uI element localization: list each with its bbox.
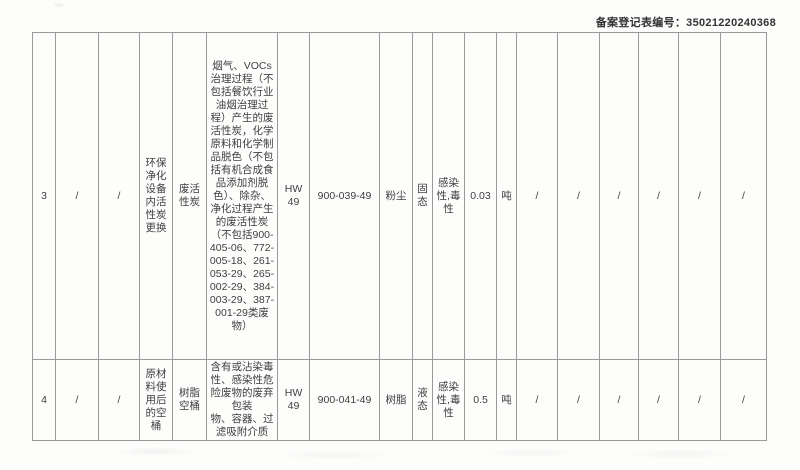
table-row: 4 / / 原材料使用后的空桶 树脂空桶 含有或沾染毒性、感染性危险废物的废弃包… [32, 359, 767, 441]
cell-slash: / [557, 359, 600, 441]
filing-number: 备案登记表编号：35021220240368 [595, 17, 776, 29]
cell-process-name: 环保净化设备内活性炭更换 [139, 32, 173, 360]
cell-slash: / [678, 32, 721, 360]
cell-physical-form: 液态 [412, 359, 433, 441]
cell-quantity: 0.03 [464, 32, 497, 360]
cell-slash: / [98, 359, 140, 441]
cell-waste-description: 烟气、VOCs治理过程（不包括餐饮行业油烟治理过程）产生的废活性炭，化学原料和化… [206, 32, 278, 360]
cell-hazard-characteristics: 感染性,毒性 [432, 32, 465, 360]
cell-process-name: 原材料使用后的空桶 [139, 359, 173, 441]
scan-artifact [20, 442, 770, 466]
table-row: 3 / / 环保净化设备内活性炭更换 废活性炭 烟气、VOCs治理过程（不包括餐… [32, 32, 767, 360]
cell-slash: / [98, 32, 140, 360]
cell-unit: 吨 [496, 32, 517, 360]
cell-serial-number: 3 [32, 32, 56, 360]
cell-slash: / [678, 359, 721, 441]
cell-slash: / [720, 32, 767, 360]
cell-slash: / [516, 32, 558, 360]
cell-slash: / [55, 32, 99, 360]
hazardous-waste-table: 3 / / 环保净化设备内活性炭更换 废活性炭 烟气、VOCs治理过程（不包括餐… [32, 32, 767, 441]
cell-waste-code: 900-041-49 [309, 359, 380, 441]
cell-waste-code: 900-039-49 [309, 32, 380, 360]
scan-artifact [48, 2, 70, 8]
cell-hazard-characteristics: 感染性,毒性 [432, 359, 465, 441]
cell-slash: / [638, 359, 679, 441]
cell-waste-name: 树脂空桶 [172, 359, 207, 441]
cell-main-component: 树脂 [379, 359, 413, 441]
cell-unit: 吨 [496, 359, 517, 441]
cell-waste-name: 废活性炭 [172, 32, 207, 360]
cell-slash: / [557, 32, 600, 360]
cell-waste-description: 含有或沾染毒性、感染性危险废物的废弃包装 物、容器、过滤吸附介质 [206, 359, 278, 441]
cell-slash: / [720, 359, 767, 441]
cell-serial-number: 4 [32, 359, 56, 441]
cell-main-component: 粉尘 [379, 32, 413, 360]
cell-waste-category: HW 49 [277, 359, 310, 441]
cell-physical-form: 固态 [412, 32, 433, 360]
cell-quantity: 0.5 [464, 359, 497, 441]
cell-slash: / [55, 359, 99, 441]
cell-slash: / [638, 32, 679, 360]
cell-slash: / [599, 359, 639, 441]
cell-waste-category: HW 49 [277, 32, 310, 360]
cell-slash: / [516, 359, 558, 441]
cell-slash: / [599, 32, 639, 360]
